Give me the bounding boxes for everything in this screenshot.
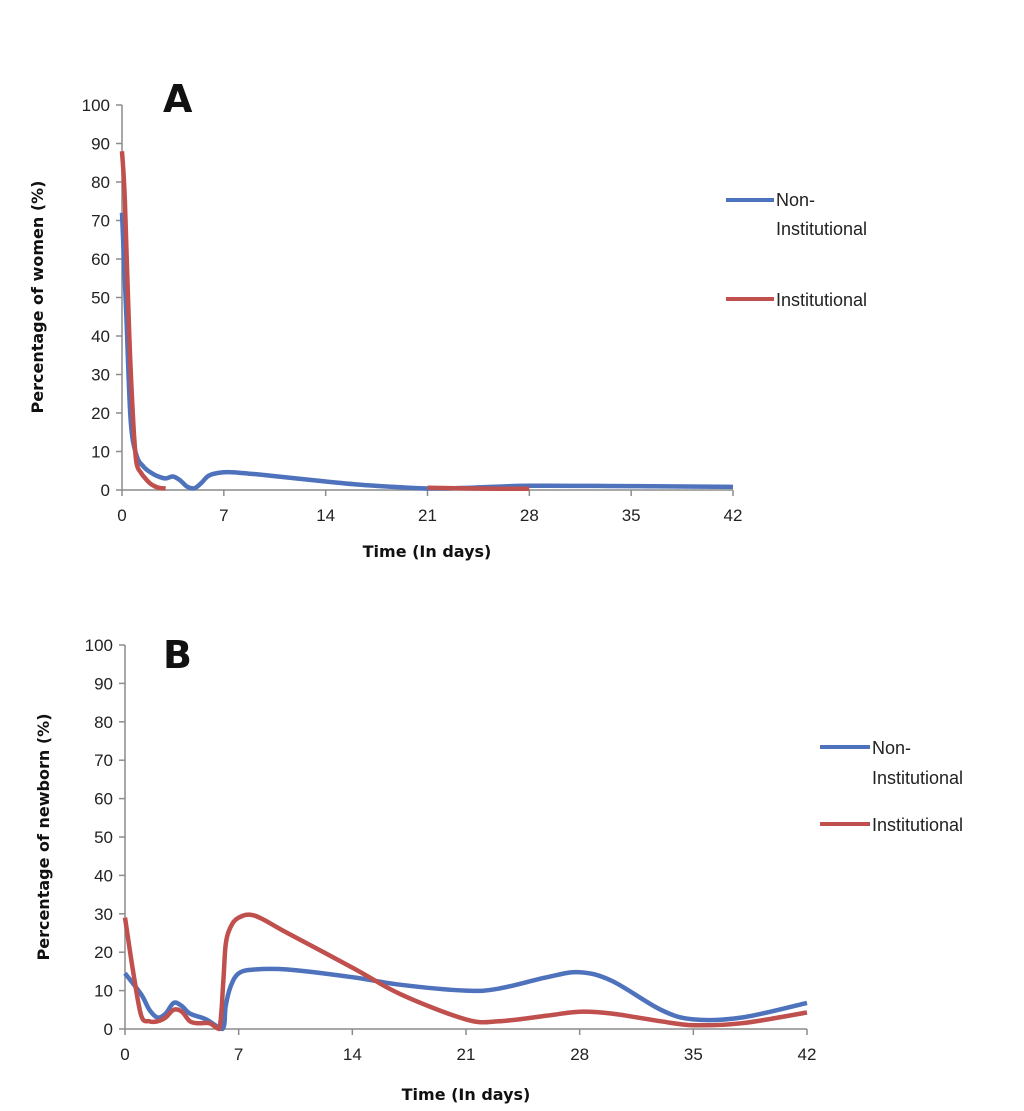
panel-a-series bbox=[119, 151, 734, 492]
panel-a-x-tick-label: 21 bbox=[418, 506, 437, 525]
panel-a-y-tick-label: 10 bbox=[91, 443, 110, 462]
panel-b-y-tick-label: 30 bbox=[94, 905, 113, 924]
panel-a-y-tick-label: 40 bbox=[91, 327, 110, 346]
panel-a-x-tick-label: 42 bbox=[724, 506, 743, 525]
panel-b-y-tick-label: 80 bbox=[94, 713, 113, 732]
panel-b-x-tick-label: 7 bbox=[234, 1045, 243, 1064]
legend-line-2: Institutional bbox=[776, 219, 867, 239]
panel-a-series-institutional bbox=[119, 151, 530, 492]
panel-a-x-tick-label: 35 bbox=[622, 506, 641, 525]
panel-a-x-tick-label: 7 bbox=[219, 506, 228, 525]
panel-a-y-axis-title: Percentage of women (%) bbox=[28, 181, 47, 414]
panel-b-y-tick-label: 70 bbox=[94, 751, 113, 770]
legend-line-2: Institutional bbox=[872, 768, 963, 788]
panel-b-legend-non-institutional: Non- Institutional bbox=[872, 738, 963, 788]
panel-b-x-tick-label: 14 bbox=[343, 1045, 362, 1064]
panel-a-x-tick-label: 28 bbox=[520, 506, 539, 525]
panel-b-x-tick-label: 0 bbox=[120, 1045, 129, 1064]
panel-a-y-tick-label: 100 bbox=[82, 96, 110, 115]
panel-a-y-tick-label: 80 bbox=[91, 173, 110, 192]
panel-b-y-tick-label: 60 bbox=[94, 790, 113, 809]
panel-b-label: B bbox=[163, 633, 192, 677]
panel-b-x-tick-label: 42 bbox=[798, 1045, 817, 1064]
panel-a-y-ticks: 0 10 20 30 40 50 60 70 80 90 100 bbox=[82, 96, 122, 500]
panel-a-x-tick-label: 14 bbox=[316, 506, 335, 525]
panel-a-x-tick-label: 0 bbox=[117, 506, 126, 525]
panel-b-y-tick-label: 40 bbox=[94, 866, 113, 885]
panel-b-y-tick-label: 10 bbox=[94, 982, 113, 1001]
panel-b-series-non-institutional bbox=[123, 966, 808, 1032]
panel-b-x-tick-label: 28 bbox=[570, 1045, 589, 1064]
panel-b-x-axis-title: Time (In days) bbox=[402, 1085, 531, 1104]
panel-a-y-tick-label: 60 bbox=[91, 250, 110, 269]
panel-b-y-ticks: 0 10 20 30 40 50 60 70 80 90 100 bbox=[85, 636, 125, 1039]
panel-b-y-tick-label: 50 bbox=[94, 828, 113, 847]
panel-b-x-tick-label: 35 bbox=[684, 1045, 703, 1064]
legend-line-1: Non- bbox=[776, 190, 815, 210]
panel-b-series-institutional bbox=[122, 912, 808, 1032]
panel-b-x-ticks: 0 7 14 21 28 35 42 bbox=[120, 1029, 816, 1064]
panel-b-y-tick-label: 90 bbox=[94, 674, 113, 693]
panel-a-y-tick-label: 0 bbox=[101, 481, 110, 500]
panel-b-legend: Non- Institutional Institutional bbox=[820, 738, 963, 835]
panel-b-x-tick-label: 21 bbox=[457, 1045, 476, 1064]
panel-a-legend-non-institutional: Non- Institutional bbox=[776, 190, 867, 239]
panel-a-label: A bbox=[163, 77, 193, 121]
panel-b-y-axis-title: Percentage of newborn (%) bbox=[34, 713, 53, 960]
panel-b-y-tick-label: 100 bbox=[85, 636, 113, 655]
panel-a: A 0 10 20 30 40 50 60 70 80 90 100 0 7 14 21 28 35 42 Pe… bbox=[28, 77, 867, 561]
panel-a-legend: Non- Institutional Institutional bbox=[726, 190, 867, 310]
panel-a-y-tick-label: 50 bbox=[91, 289, 110, 308]
panel-b-y-tick-label: 20 bbox=[94, 943, 113, 962]
legend-line-1: Non- bbox=[872, 738, 911, 758]
panel-b-y-tick-label: 0 bbox=[104, 1020, 113, 1039]
panel-a-y-tick-label: 70 bbox=[91, 212, 110, 231]
panel-a-y-tick-label: 90 bbox=[91, 135, 110, 154]
panel-a-y-tick-label: 30 bbox=[91, 366, 110, 385]
panel-b-legend-institutional: Institutional bbox=[872, 815, 963, 835]
panel-b-series bbox=[122, 912, 808, 1032]
panel-a-y-tick-label: 20 bbox=[91, 404, 110, 423]
panel-a-legend-institutional: Institutional bbox=[776, 290, 867, 310]
panel-a-x-axis-title: Time (In days) bbox=[363, 542, 492, 561]
panel-b: B 0 10 20 30 40 50 60 70 80 90 100 0 7 14 21 28 35 42 Pe… bbox=[34, 633, 963, 1104]
panel-a-series-non-institutional bbox=[119, 212, 734, 491]
panel-a-x-ticks: 0 7 14 21 28 35 42 bbox=[117, 490, 742, 525]
